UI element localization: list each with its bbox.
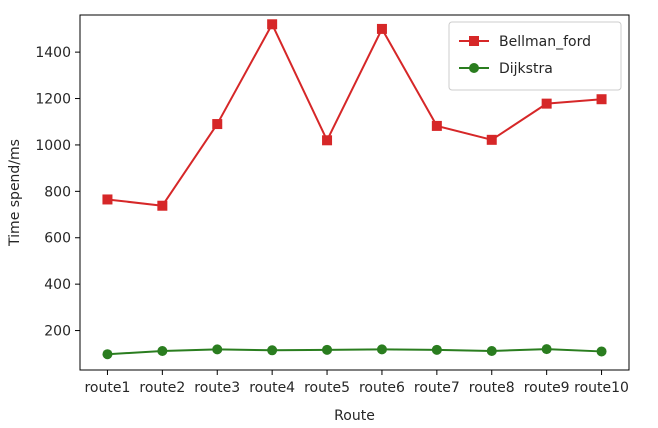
series-bellman-ford: [102, 19, 607, 211]
legend-marker: [469, 36, 479, 46]
data-point: [102, 194, 113, 205]
y-axis-label: Time spend/ms: [7, 139, 23, 247]
y-tick-label: 200: [44, 324, 71, 340]
legend-marker: [469, 63, 479, 73]
x-tick-label: route2: [139, 380, 185, 396]
x-tick-label: route3: [194, 380, 240, 396]
x-tick-label: route7: [414, 380, 460, 396]
data-point: [596, 346, 607, 357]
legend-label: Bellman_ford: [499, 34, 591, 50]
data-point: [431, 120, 442, 131]
data-point: [157, 345, 168, 356]
series-line: [107, 348, 602, 356]
y-tick-label: 800: [44, 184, 71, 200]
x-tick-label: route9: [524, 380, 570, 396]
series-layer: [102, 19, 607, 360]
x-tick-label: route1: [84, 380, 130, 396]
data-point: [212, 119, 223, 130]
data-point: [102, 349, 113, 360]
plot-frame: [79, 14, 630, 371]
x-axis-label: Route: [334, 408, 375, 424]
series-line: [107, 23, 602, 207]
legend-entry: Bellman_ford: [459, 34, 591, 50]
data-point: [157, 200, 168, 211]
x-tick-label: route4: [249, 380, 295, 396]
data-point: [596, 94, 607, 105]
legend-box: [448, 21, 622, 91]
y-tick-label: 1200: [35, 92, 71, 108]
legend-entry: Dijkstra: [459, 61, 553, 77]
data-point: [267, 345, 278, 356]
data-point: [431, 344, 442, 355]
legend-label: Dijkstra: [499, 61, 553, 77]
data-point: [486, 134, 497, 145]
y-tick-label: 1000: [35, 138, 71, 154]
data-point: [376, 23, 387, 34]
data-point: [376, 344, 387, 355]
legend: Bellman_ford Dijkstra: [448, 21, 622, 91]
series-dijkstra: [102, 344, 607, 360]
x-tick-label: route6: [359, 380, 405, 396]
y-tick-label: 400: [44, 277, 71, 293]
data-point: [322, 135, 333, 146]
data-point: [322, 344, 333, 355]
y-tick-label: 600: [44, 231, 71, 247]
data-point: [541, 344, 552, 355]
axes: 200 400 600 800 1000 1200 1400 route1 route2 rout…: [35, 14, 630, 396]
x-tick-label: route10: [574, 380, 629, 396]
data-point: [486, 345, 497, 356]
data-point: [267, 19, 278, 30]
y-tick-label: 1400: [35, 45, 71, 61]
x-tick-label: route5: [304, 380, 350, 396]
data-point: [541, 98, 552, 109]
data-point: [212, 344, 223, 355]
x-tick-label: route8: [469, 380, 515, 396]
